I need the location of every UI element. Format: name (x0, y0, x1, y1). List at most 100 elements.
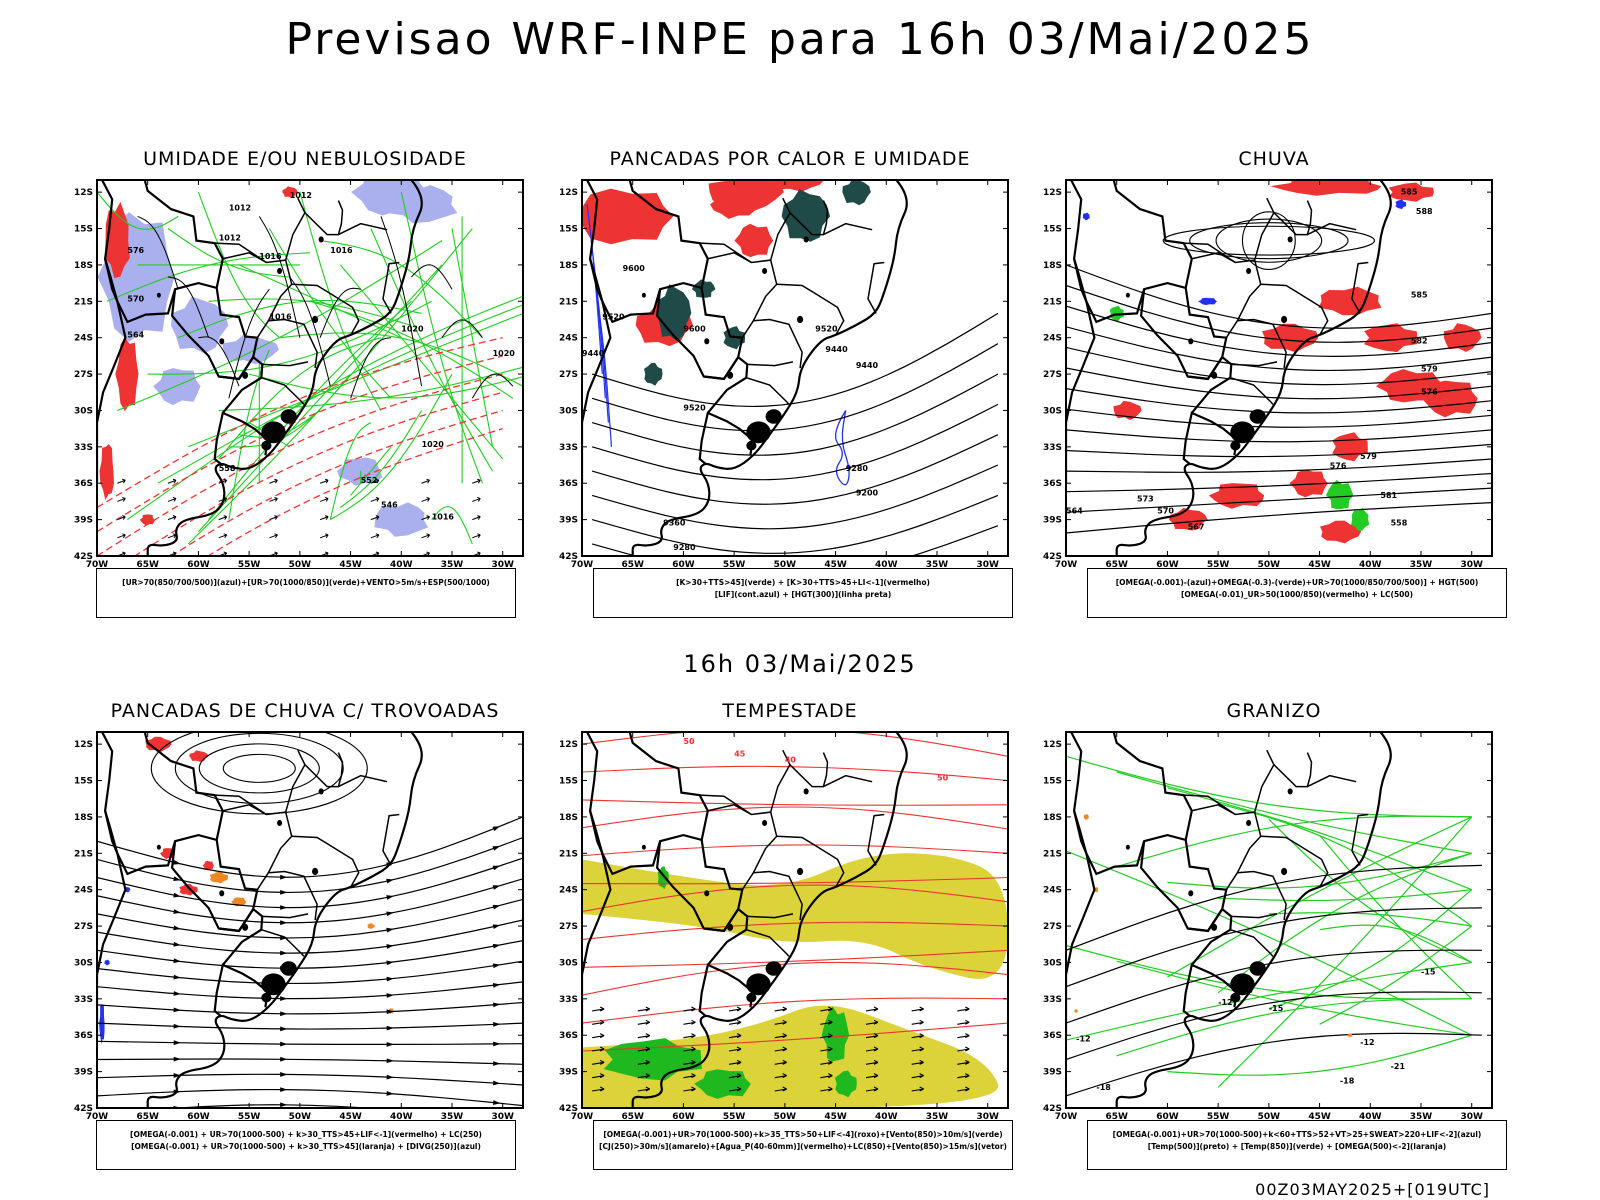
frame (581, 179, 1009, 557)
flow-arrow (173, 941, 181, 947)
wind-vector (865, 1059, 879, 1065)
flow-arrow (386, 976, 394, 982)
shaded-area (1109, 305, 1124, 322)
state-border (769, 212, 791, 261)
streamline (1066, 429, 1492, 443)
wind-vector (370, 515, 380, 521)
flow-arrow (280, 1102, 288, 1108)
wind-vector (820, 1006, 833, 1012)
state-border (753, 318, 803, 369)
wind-vector (957, 1019, 970, 1025)
lat-label: 15S (74, 225, 93, 235)
country-border (1070, 732, 1193, 876)
country-border (1066, 810, 1096, 1039)
streamline (97, 1022, 523, 1030)
temp850-contour (1116, 771, 1472, 854)
flow-arrow (280, 874, 288, 880)
lat-label: 15S (1043, 777, 1062, 787)
wind-vector (637, 1059, 651, 1065)
wind-vector (865, 1019, 879, 1025)
panel-tempestade: TEMPESTADE 50 45 40 50 12S 15S 18S 21S 24S 27S 30S… (550, 700, 1030, 1190)
wind-vector (167, 496, 177, 502)
coastline (146, 732, 423, 1108)
wind-vector (637, 1086, 651, 1092)
lat-label: 30S (559, 406, 578, 416)
wind-vector (957, 1046, 970, 1052)
flow-arrow (280, 1056, 288, 1062)
contour-line (400, 191, 483, 484)
streamline (97, 940, 523, 969)
contour-label: -12 (1360, 1038, 1374, 1047)
lat-label: 36S (1043, 479, 1062, 489)
wind-vector (117, 533, 126, 539)
lake (1249, 961, 1266, 976)
wind-vector (218, 533, 228, 539)
wind-vector (117, 478, 126, 484)
lon-label: 35W (1410, 560, 1433, 570)
lake (318, 788, 324, 795)
lake (219, 338, 225, 345)
flow-arrow (386, 1091, 394, 1096)
lon-label: 45W (339, 1112, 362, 1122)
state-border (1183, 242, 1262, 339)
flow-arrow (386, 944, 394, 949)
lat-label: 12S (1043, 188, 1062, 198)
streamline (1066, 305, 1492, 357)
wind-vector (728, 1033, 742, 1039)
legend-tempestade: [OMEGA(-0.001)+UR>70(1000-500)+k>35_TTS>… (593, 1120, 1013, 1170)
streamline (1066, 326, 1492, 372)
precipitable-water-contour (582, 921, 1008, 940)
wind-vector (218, 515, 228, 521)
contour-line (177, 299, 422, 339)
lon-label: 45W (339, 560, 362, 570)
flow-arrow (280, 1011, 288, 1017)
contour-label: 567 (1188, 522, 1205, 531)
contour-label: -18 (1096, 1083, 1111, 1092)
lat-label: 36S (1043, 1031, 1062, 1041)
pressure-contour (380, 216, 423, 387)
map-pancadas-calor: 9600 9520 9440 9600 9520 9440 9520 9440 9280 9200… (559, 179, 1009, 570)
wind-vector (637, 1046, 651, 1052)
state-border (1266, 749, 1313, 788)
flow-arrow (492, 982, 501, 988)
panel-title: TEMPESTADE (722, 700, 858, 722)
lon-label: 30W (976, 560, 999, 570)
state-border (1237, 870, 1287, 921)
lake (219, 890, 225, 897)
run-timestamp: 00Z03MAY2025+[019UTC] (1255, 1180, 1490, 1199)
contour-line (197, 191, 280, 339)
lake (1211, 371, 1218, 379)
contour-label: -15 (1421, 968, 1436, 977)
country-border (703, 907, 749, 966)
legend-line: [OMEGA(-0.001) + UR>70(1000-500) + k>30_… (131, 1142, 481, 1151)
temp850-contour (1319, 925, 1473, 1025)
streamline (150, 732, 368, 815)
state-border (214, 242, 293, 339)
shaded-area (209, 871, 229, 884)
lat-label: 42S (559, 552, 578, 562)
lat-label: 21S (1043, 297, 1062, 307)
precipitable-water-contour (582, 765, 1008, 782)
lon-label: 35W (1410, 1112, 1433, 1122)
wind-vector (592, 1073, 605, 1079)
state-border (699, 242, 778, 339)
state-border (1266, 197, 1313, 236)
shaded-area (1347, 1033, 1353, 1038)
coastline (631, 732, 908, 1108)
flow-arrow (493, 1022, 501, 1027)
lake (1287, 788, 1293, 795)
lon-label: 55W (238, 1112, 261, 1122)
lon-label: 70W (571, 1112, 594, 1122)
lon-label: 40W (875, 1112, 898, 1122)
lake (1125, 844, 1130, 850)
wind-vector (820, 1033, 833, 1039)
wind-vector (957, 1006, 970, 1012)
wind-vector (319, 533, 329, 539)
wind-vector (820, 1019, 833, 1025)
contour-line (147, 300, 432, 375)
lat-label: 12S (1043, 740, 1062, 750)
basemap (1066, 180, 1392, 556)
temp500-contour (1066, 864, 1482, 951)
shaded-area (781, 189, 831, 242)
lat-label: 18S (1043, 813, 1062, 823)
